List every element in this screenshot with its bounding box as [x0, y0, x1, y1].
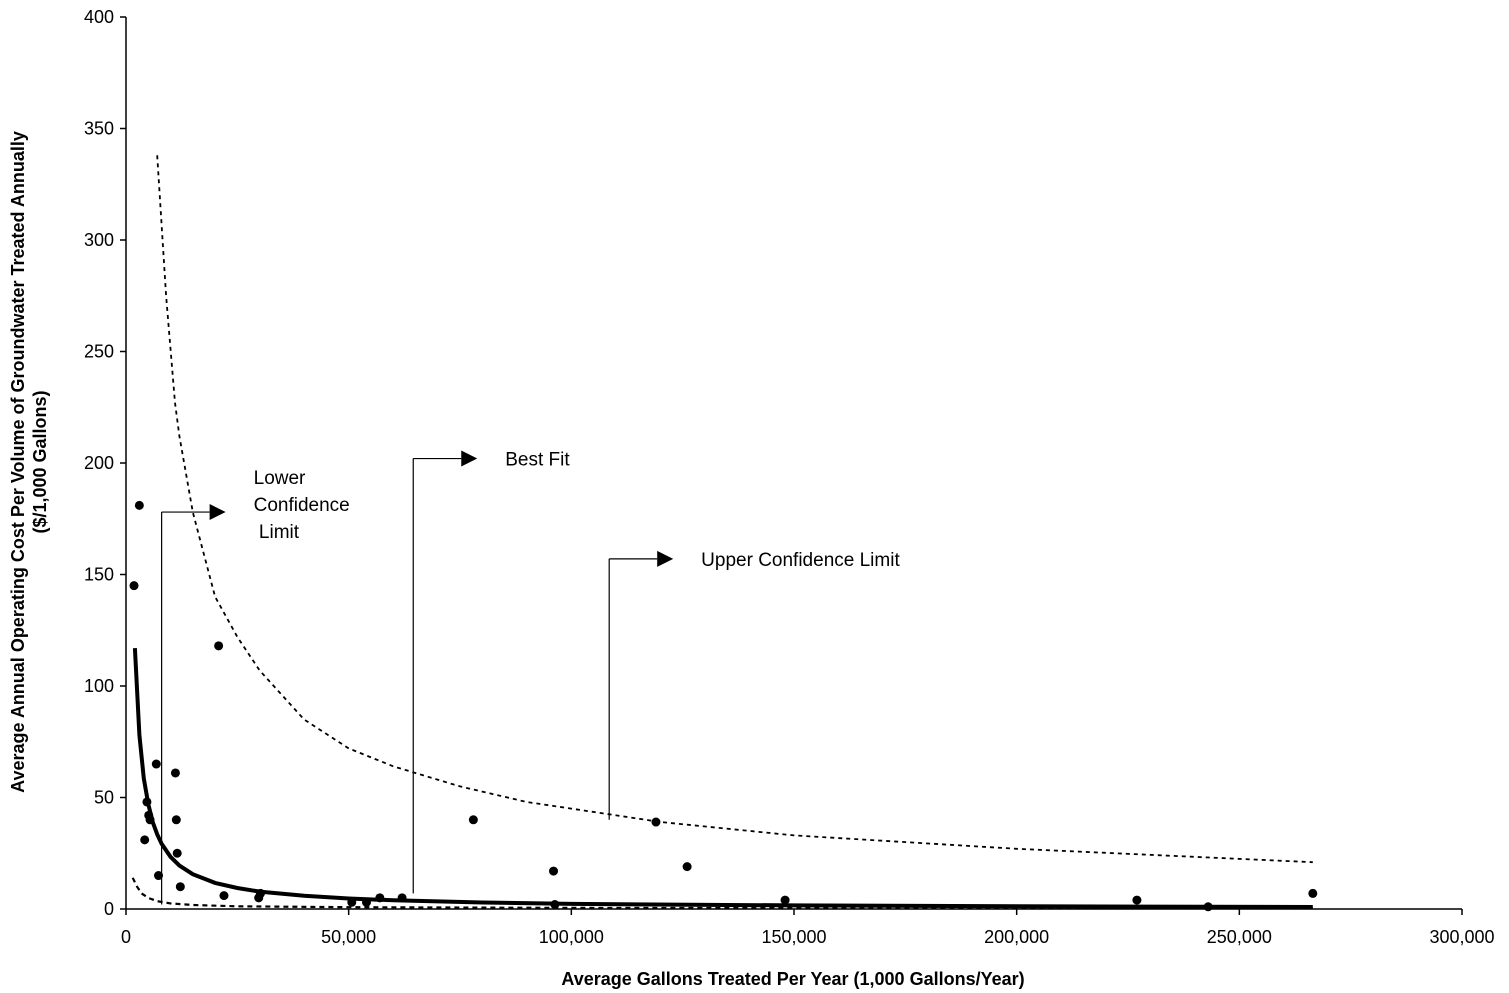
data-point — [214, 641, 224, 651]
annotation-arrowhead — [657, 550, 674, 567]
data-points — [129, 500, 1318, 912]
data-point — [151, 759, 161, 769]
data-point — [468, 815, 478, 825]
data-point — [172, 848, 182, 858]
axis-labels: Average Gallons Treated Per Year (1,000 … — [8, 131, 1025, 989]
x-axis-title: Average Gallons Treated Per Year (1,000 … — [561, 969, 1024, 989]
x-tick-label: 150,000 — [761, 927, 826, 947]
data-point — [1203, 902, 1213, 912]
upper-confidence-curve — [156, 155, 1313, 864]
data-point — [651, 817, 661, 827]
annotation-arrowhead — [461, 450, 478, 467]
data-point — [140, 835, 150, 845]
fit-curves — [131, 155, 1313, 910]
annotation-label: Best Fit — [505, 450, 570, 471]
y-axis-subtitle: ($/1,000 Gallons) — [30, 390, 50, 533]
data-point — [142, 797, 152, 807]
y-tick-label: 150 — [84, 565, 114, 585]
data-point — [347, 897, 357, 907]
lower-confidence-curve — [131, 877, 1313, 910]
data-point — [154, 871, 164, 881]
y-tick-label: 350 — [84, 119, 114, 139]
data-point — [549, 866, 559, 876]
data-point — [397, 893, 407, 903]
data-point — [375, 893, 385, 903]
data-point — [170, 768, 180, 778]
annotation-label: Lower Confidence Limit — [254, 468, 350, 543]
y-tick-label: 300 — [84, 230, 114, 250]
x-tick-label: 300,000 — [1429, 927, 1494, 947]
annotation-arrowhead — [209, 504, 226, 521]
data-point — [1308, 888, 1318, 898]
data-point — [145, 815, 155, 825]
data-point — [129, 581, 139, 591]
data-point — [780, 895, 790, 905]
x-tick-label: 0 — [121, 927, 131, 947]
y-tick-label: 400 — [84, 7, 114, 27]
x-tick-label: 50,000 — [321, 927, 376, 947]
x-tick-label: 100,000 — [539, 927, 604, 947]
best-fit-curve — [132, 647, 1313, 909]
data-point — [255, 888, 265, 898]
annotation-label: Upper Confidence Limit — [701, 550, 900, 571]
data-point — [219, 891, 229, 901]
data-point — [1132, 895, 1142, 905]
y-axis-title: Average Annual Operating Cost Per Volume… — [8, 131, 28, 793]
y-tick-label: 250 — [84, 342, 114, 362]
x-tick-label: 200,000 — [984, 927, 1049, 947]
y-tick-label: 200 — [84, 453, 114, 473]
annotations: Lower Confidence Limit Best Fit Upper Confi… — [161, 450, 900, 905]
y-tick-label: 0 — [104, 899, 114, 919]
data-point — [361, 897, 371, 907]
axes: 0 50 100 150 200 250 300 350 400 0 50,000 100,000 15… — [84, 7, 1495, 947]
data-point — [550, 900, 560, 910]
data-point — [171, 815, 181, 825]
y-tick-label: 50 — [94, 788, 114, 808]
x-tick-label: 250,000 — [1207, 927, 1272, 947]
data-point — [134, 500, 144, 510]
data-point — [682, 862, 692, 872]
y-tick-label: 100 — [84, 676, 114, 696]
data-point — [175, 882, 185, 892]
